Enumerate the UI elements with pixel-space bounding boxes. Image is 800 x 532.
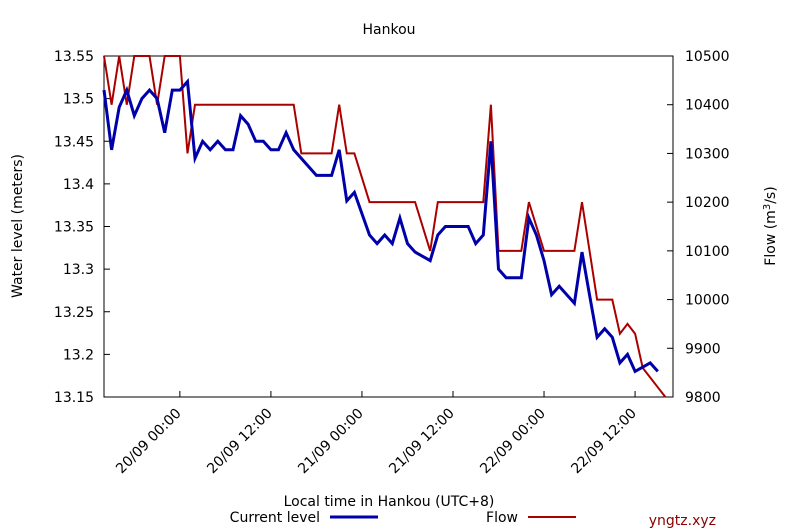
y-axis-right-label-prefix: Flow (m [763, 210, 779, 266]
right-tick-label: 9800 [685, 390, 721, 406]
left-tick-label: 13.25 [54, 305, 94, 321]
right-tick-label: 10200 [685, 195, 730, 211]
y-axis-left-label: Water level (meters) [10, 154, 26, 298]
left-tick-label: 13.5 [63, 92, 94, 108]
right-tick-label: 10000 [685, 293, 730, 309]
x-tick-label: 21/09 00:00 [295, 406, 367, 478]
x-axis-ticks: 20/09 00:00 20/09 12:00 21/09 00:00 21/09 1… [113, 391, 640, 477]
left-tick-label: 13.2 [63, 347, 94, 363]
left-axis-ticks: 13.15 13.2 13.25 13.3 13.35 13.4 13.45 13.5 13.5… [54, 49, 110, 406]
x-tick-label: 22/09 00:00 [477, 406, 549, 478]
watermark: yngtz.xyz [649, 513, 716, 529]
legend-label-current-level: Current level [230, 510, 320, 526]
right-tick-label: 10400 [685, 98, 730, 114]
series-current-level-line [102, 78, 659, 374]
legend: Current level Flow [230, 510, 576, 526]
left-tick-label: 13.45 [54, 134, 94, 150]
left-tick-label: 13.15 [54, 390, 94, 406]
left-tick-label: 13.3 [63, 262, 94, 278]
y-axis-right-label-suffix: /s) [763, 186, 779, 203]
right-tick-label: 10300 [685, 146, 730, 162]
right-tick-label: 9900 [685, 341, 721, 357]
legend-label-flow: Flow [486, 510, 518, 526]
right-axis-ticks: 9800 9900 10000 10100 10200 10300 10400 10500 [667, 49, 730, 406]
right-tick-label: 10500 [685, 49, 730, 65]
y-axis-right-label: Flow (m3/s) [762, 186, 780, 265]
left-tick-label: 13.4 [63, 177, 94, 193]
x-tick-label: 21/09 12:00 [386, 406, 458, 478]
right-tick-label: 10100 [685, 244, 730, 260]
left-tick-label: 13.35 [54, 220, 94, 236]
y-axis-right-label-sup: 3 [762, 204, 773, 210]
x-tick-label: 20/09 00:00 [113, 406, 185, 478]
series-flow-line [103, 55, 667, 398]
x-axis-label: Local time in Hankou (UTC+8) [284, 494, 495, 510]
x-tick-label: 22/09 12:00 [568, 406, 640, 478]
left-tick-label: 13.55 [54, 49, 94, 65]
series-layer [102, 55, 667, 398]
chart-title: Hankou [362, 22, 415, 38]
x-tick-label: 20/09 12:00 [204, 406, 276, 478]
